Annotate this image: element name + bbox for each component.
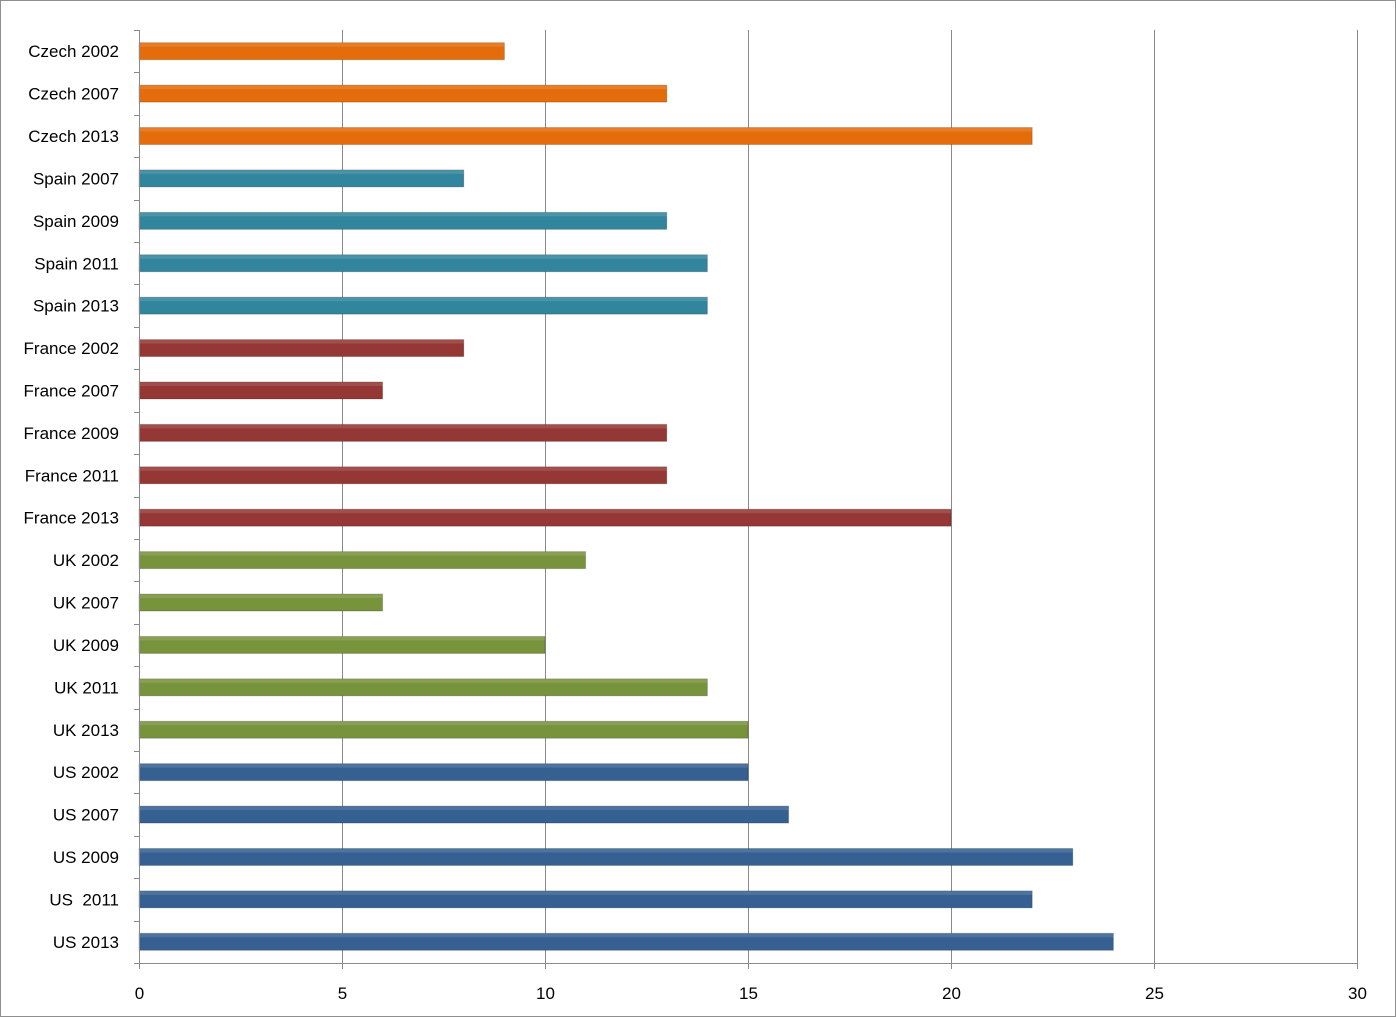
bar-highlight-us-2013 bbox=[139, 933, 1114, 938]
y-tick-label-us-2011: US 2011 bbox=[49, 890, 119, 909]
x-tick-label-0: 0 bbox=[135, 984, 144, 1003]
x-tick-label-5: 5 bbox=[338, 984, 347, 1003]
y-tick-label-us-2002: US 2002 bbox=[53, 763, 119, 782]
y-tick-label-us-2013: US 2013 bbox=[53, 933, 119, 952]
x-tick-labels: 0 5 10 15 20 25 30 bbox=[135, 984, 1367, 1003]
bar-highlight-spain-2013 bbox=[139, 297, 708, 302]
y-tick-label-uk-2007: UK 2007 bbox=[53, 594, 119, 613]
bar-highlight-czech-2013 bbox=[139, 127, 1033, 132]
bar-highlight-us-2011 bbox=[139, 890, 1033, 895]
bar-highlight-us-2009 bbox=[139, 848, 1073, 853]
y-tick-label-spain-2009: Spain 2009 bbox=[33, 212, 119, 231]
y-tick-label-us-2007: US 2007 bbox=[53, 806, 119, 825]
y-tick-label-us-2009: US 2009 bbox=[53, 848, 119, 867]
category-labels: Czech 2002 Czech 2007 Czech 2013 Spain 2007… bbox=[24, 42, 119, 952]
y-tick-label-spain-2011: Spain 2011 bbox=[34, 254, 119, 273]
bar-highlight-us-2007 bbox=[139, 806, 789, 811]
y-tick-label-czech-2007: Czech 2007 bbox=[28, 85, 119, 104]
x-tick-label-20: 20 bbox=[942, 984, 961, 1003]
bar-highlight-france-2013 bbox=[139, 509, 951, 514]
y-tick-label-uk-2013: UK 2013 bbox=[53, 721, 119, 740]
y-tick-label-france-2013: France 2013 bbox=[24, 509, 119, 528]
axes bbox=[134, 30, 1358, 969]
bar-highlight-france-2007 bbox=[139, 381, 383, 386]
y-tick-label-spain-2013: Spain 2013 bbox=[33, 297, 119, 316]
x-tick-label-10: 10 bbox=[536, 984, 555, 1003]
y-tick-label-spain-2007: Spain 2007 bbox=[33, 169, 119, 188]
y-tick-label-france-2009: France 2009 bbox=[24, 424, 119, 443]
bar-highlight-france-2011 bbox=[139, 466, 667, 471]
y-tick-label-france-2007: France 2007 bbox=[24, 381, 119, 400]
y-tick-label-uk-2011: UK 2011 bbox=[54, 678, 119, 697]
bars bbox=[138, 42, 1114, 951]
bar-highlight-uk-2011 bbox=[139, 678, 708, 683]
y-tick-label-france-2011: France 2011 bbox=[25, 466, 119, 485]
bar-highlight-france-2009 bbox=[139, 424, 667, 429]
bar-highlight-uk-2013 bbox=[139, 721, 748, 726]
bar-highlight-spain-2007 bbox=[139, 169, 464, 174]
y-tick-label-france-2002: France 2002 bbox=[24, 339, 119, 358]
bar-highlight-czech-2007 bbox=[139, 85, 667, 90]
bar-highlight-czech-2002 bbox=[139, 42, 505, 47]
y-tick-label-uk-2002: UK 2002 bbox=[53, 551, 119, 570]
x-tick-label-30: 30 bbox=[1348, 984, 1367, 1003]
bar-highlight-uk-2002 bbox=[139, 551, 586, 556]
bar-highlight-uk-2007 bbox=[139, 594, 383, 599]
x-tick-label-25: 25 bbox=[1145, 984, 1164, 1003]
bar-highlight-us-2002 bbox=[139, 763, 748, 768]
x-tick-label-15: 15 bbox=[739, 984, 758, 1003]
y-tick-label-uk-2009: UK 2009 bbox=[53, 636, 119, 655]
bar-highlight-uk-2009 bbox=[139, 636, 545, 641]
y-tick-label-czech-2002: Czech 2002 bbox=[28, 42, 119, 61]
y-tick-label-czech-2013: Czech 2013 bbox=[28, 127, 119, 146]
bar-highlight-france-2002 bbox=[139, 339, 464, 344]
bar-highlight-spain-2009 bbox=[139, 212, 667, 217]
bar-highlight-spain-2011 bbox=[139, 254, 708, 259]
